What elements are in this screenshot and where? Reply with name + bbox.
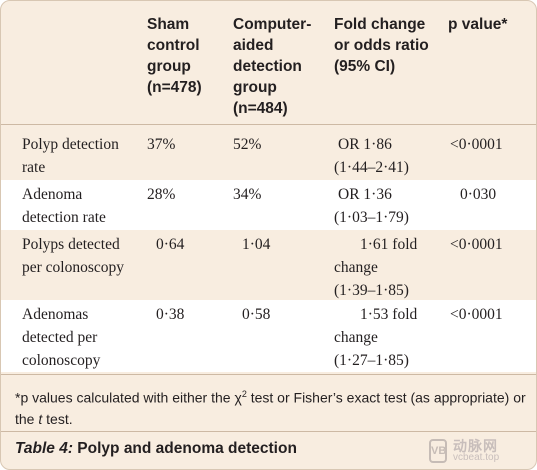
effect-value: 1·61 fold change (1·39–1·85) bbox=[334, 233, 417, 302]
watermark-logo-icon: VB bbox=[429, 439, 447, 463]
header-line: Sham bbox=[147, 16, 190, 33]
effect-line: OR 1·36 bbox=[338, 186, 392, 203]
cad-value: 34% bbox=[233, 186, 262, 203]
caption-label: Table 4: bbox=[15, 440, 73, 457]
sham-value: 28% bbox=[147, 186, 176, 203]
label-line: Adenomas bbox=[22, 306, 89, 323]
effect-line: (1·27–1·85) bbox=[334, 352, 409, 369]
table-row: Adenomas detected per colonoscopy 0·38 0… bbox=[1, 300, 536, 372]
header-line: or odds ratio bbox=[334, 37, 429, 54]
table-caption: Table 4: Polyp and adenoma detection bbox=[15, 439, 297, 459]
header-line: (n=478) bbox=[147, 79, 202, 96]
footnote-superscript: 2 bbox=[241, 389, 247, 399]
p-value: <0·0001 bbox=[450, 236, 503, 253]
label-line: Polyps detected bbox=[22, 236, 120, 253]
effect-line: OR 1·86 bbox=[338, 136, 392, 153]
effect-value: OR 1·86 (1·44–2·41) bbox=[334, 133, 409, 179]
sham-value: 0·64 bbox=[156, 236, 185, 253]
table-row: Polyp detection rate 37% 52% OR 1·86 (1·… bbox=[1, 125, 536, 180]
watermark-url-text: vcbeat.top bbox=[453, 452, 500, 463]
watermark-cn-text: 动脉网 bbox=[453, 438, 498, 454]
header-line: aided bbox=[233, 37, 274, 54]
header-line: control bbox=[147, 37, 200, 54]
p-value: <0·0001 bbox=[450, 136, 503, 153]
label-line: Polyp detection bbox=[22, 136, 119, 153]
footnote-text: *p values calculated with either the χ bbox=[15, 389, 242, 406]
cad-value: 0·58 bbox=[242, 306, 271, 323]
caption-title: Polyp and adenoma detection bbox=[73, 440, 297, 457]
table-row: Polyps detected per colonoscopy 0·64 1·0… bbox=[1, 230, 536, 302]
label-line: Adenoma bbox=[22, 186, 83, 203]
header-line: group bbox=[233, 79, 277, 96]
row-label: Polyp detection rate bbox=[22, 133, 119, 179]
header-divider bbox=[1, 124, 536, 125]
header-line: detection bbox=[233, 58, 302, 75]
cad-value: 1·04 bbox=[242, 236, 271, 253]
table-row: Adenoma detection rate 28% 34% OR 1·36 (… bbox=[1, 180, 536, 230]
header-line: (n=484) bbox=[233, 100, 288, 117]
effect-line: (1·44–2·41) bbox=[334, 159, 409, 176]
sham-value: 0·38 bbox=[156, 306, 185, 323]
effect-line: 1·61 fold bbox=[360, 236, 418, 253]
label-line: detected per bbox=[22, 329, 98, 346]
effect-line: 1·53 fold bbox=[360, 306, 418, 323]
label-line: per colonoscopy bbox=[22, 259, 125, 276]
footnote: *p values calculated with either the χ2 … bbox=[15, 384, 530, 430]
effect-line: change bbox=[334, 259, 378, 276]
header-sham-group: Sham control group (n=478) bbox=[147, 14, 202, 98]
p-value: <0·0001 bbox=[450, 306, 503, 323]
watermark: VB 动脉网 vcbeat.top bbox=[429, 437, 533, 467]
row-label: Adenoma detection rate bbox=[22, 183, 106, 229]
label-line: detection rate bbox=[22, 209, 106, 226]
footnote-italic: t bbox=[38, 410, 43, 427]
header-line: p value* bbox=[448, 16, 508, 33]
cad-value: 52% bbox=[233, 136, 262, 153]
label-line: colonoscopy bbox=[22, 352, 101, 369]
table-header: Sham control group (n=478) Computer- aid… bbox=[1, 1, 536, 121]
footnote-text: test. bbox=[42, 410, 73, 427]
effect-line: change bbox=[334, 329, 378, 346]
header-line: (95% CI) bbox=[334, 58, 396, 75]
sham-value: 37% bbox=[147, 136, 176, 153]
header-line: Fold change bbox=[334, 16, 426, 33]
caption-divider bbox=[1, 431, 536, 432]
effect-value: OR 1·36 (1·03–1·79) bbox=[334, 183, 409, 229]
effect-value: 1·53 fold change (1·27–1·85) bbox=[334, 303, 417, 372]
effect-line: (1·39–1·85) bbox=[334, 282, 409, 299]
row-label: Polyps detected per colonoscopy bbox=[22, 233, 124, 279]
header-fold-change: Fold change or odds ratio (95% CI) bbox=[334, 14, 429, 77]
header-line: group bbox=[147, 58, 191, 75]
footnote-text: test or Fisher’s exact test (as appropri… bbox=[246, 389, 526, 406]
header-line: Computer- bbox=[233, 16, 312, 33]
footnote-divider bbox=[1, 374, 536, 375]
effect-line: (1·03–1·79) bbox=[334, 209, 409, 226]
label-line: rate bbox=[22, 159, 46, 176]
p-value: 0·030 bbox=[460, 186, 497, 203]
row-label: Adenomas detected per colonoscopy bbox=[22, 303, 100, 372]
header-cad-group: Computer- aided detection group (n=484) bbox=[233, 14, 311, 119]
footnote-text: the bbox=[15, 410, 39, 427]
header-p-value: p value* bbox=[448, 14, 507, 35]
